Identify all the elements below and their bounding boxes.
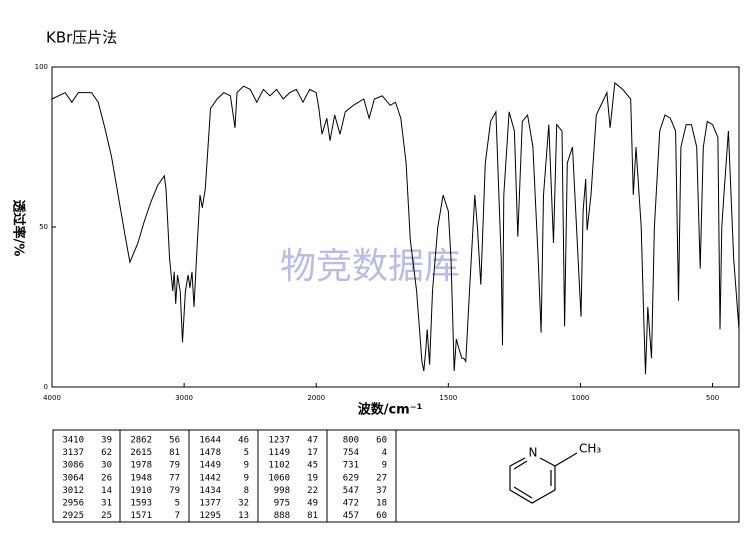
peak-wavenumber: 1060 — [268, 473, 290, 483]
peak-transmittance: 17 — [307, 448, 318, 458]
peak-wavenumber: 3137 — [62, 448, 84, 458]
peak-wavenumber: 754 — [343, 448, 359, 458]
peak-wavenumber: 888 — [274, 511, 290, 521]
x-tick-label: 500 — [706, 394, 719, 402]
peak-wavenumber: 1644 — [199, 436, 221, 446]
peak-transmittance: 27 — [376, 473, 387, 483]
peak-transmittance: 9 — [244, 473, 249, 483]
peak-transmittance: 32 — [238, 499, 249, 509]
peak-transmittance: 39 — [101, 436, 112, 446]
peak-transmittance: 9 — [382, 461, 387, 471]
y-axis-label: 透过率/% — [11, 200, 27, 257]
spectrum-line — [51, 82, 740, 375]
watermark: 物竞数据库 — [280, 246, 460, 287]
peak-wavenumber: 3064 — [62, 473, 84, 483]
chart-title: KBr压片法 — [46, 29, 117, 47]
peak-transmittance: 7 — [175, 511, 180, 521]
atom-label: N — [529, 446, 538, 460]
atom-label: CH₃ — [579, 442, 601, 456]
peak-wavenumber: 1478 — [199, 448, 221, 458]
peak-wavenumber: 998 — [274, 486, 290, 496]
peak-transmittance: 25 — [101, 511, 112, 521]
peak-transmittance: 19 — [307, 473, 318, 483]
peak-transmittance: 79 — [169, 486, 180, 496]
x-tick-label: 3000 — [175, 394, 193, 402]
peak-transmittance: 77 — [169, 473, 180, 483]
peak-transmittance: 18 — [376, 499, 387, 509]
peak-wavenumber: 1449 — [199, 461, 221, 471]
peak-transmittance: 56 — [169, 436, 180, 446]
peak-wavenumber: 2615 — [130, 448, 152, 458]
y-tick-label: 50 — [39, 223, 48, 231]
peak-wavenumber: 1237 — [268, 436, 290, 446]
peak-wavenumber: 800 — [343, 436, 359, 446]
peak-transmittance: 9 — [244, 461, 249, 471]
y-tick-label: 0 — [44, 383, 48, 391]
peak-transmittance: 4 — [382, 448, 387, 458]
structure — [509, 452, 578, 504]
peak-wavenumber: 2956 — [62, 499, 84, 509]
peak-wavenumber: 1593 — [130, 499, 152, 509]
peak-transmittance: 13 — [238, 511, 249, 521]
peak-transmittance: 47 — [307, 436, 318, 446]
peak-wavenumber: 1149 — [268, 448, 290, 458]
peak-wavenumber: 1571 — [130, 511, 152, 521]
peak-transmittance: 8 — [244, 486, 249, 496]
peak-wavenumber: 1978 — [130, 461, 152, 471]
methyl-bond — [554, 452, 578, 467]
x-axis-label: 波数/cm⁻¹ — [358, 402, 423, 418]
peak-wavenumber: 472 — [343, 499, 359, 509]
peak-transmittance: 45 — [307, 461, 318, 471]
peak-wavenumber: 3410 — [62, 436, 84, 446]
peak-wavenumber: 731 — [343, 461, 359, 471]
peak-wavenumber: 457 — [343, 511, 359, 521]
x-tick-label: 1500 — [439, 394, 457, 402]
peak-wavenumber: 629 — [343, 473, 359, 483]
x-tick-label: 1000 — [572, 394, 590, 402]
peak-transmittance: 31 — [101, 499, 112, 509]
peak-transmittance: 60 — [376, 511, 387, 521]
double-bond — [513, 460, 528, 470]
peak-wavenumber: 3086 — [62, 461, 84, 471]
peak-wavenumber: 1295 — [199, 511, 221, 521]
peak-wavenumber: 2862 — [130, 436, 152, 446]
peak-wavenumber: 1442 — [199, 473, 221, 483]
peak-wavenumber: 1377 — [199, 499, 221, 509]
ring — [509, 457, 556, 504]
peak-wavenumber: 1102 — [268, 461, 290, 471]
peak-transmittance: 81 — [169, 448, 180, 458]
peak-wavenumber: 1434 — [199, 486, 221, 496]
peak-transmittance: 14 — [101, 486, 112, 496]
peak-transmittance: 30 — [101, 461, 112, 471]
peak-transmittance: 49 — [307, 499, 318, 509]
peak-transmittance: 60 — [376, 436, 387, 446]
peak-wavenumber: 547 — [343, 486, 359, 496]
peak-transmittance: 5 — [244, 448, 249, 458]
peak-transmittance: 46 — [238, 436, 249, 446]
y-tick-label: 100 — [35, 63, 48, 71]
peak-transmittance: 22 — [307, 486, 318, 496]
double-bond — [513, 486, 533, 499]
peak-wavenumber: 1948 — [130, 473, 152, 483]
peak-transmittance: 5 — [175, 499, 180, 509]
peak-transmittance: 62 — [101, 448, 112, 458]
x-tick-label: 2000 — [307, 394, 325, 402]
peak-wavenumber: 975 — [274, 499, 290, 509]
plot-frame — [51, 66, 740, 388]
peak-transmittance: 79 — [169, 461, 180, 471]
peak-transmittance: 37 — [376, 486, 387, 496]
peak-transmittance: 26 — [101, 473, 112, 483]
peak-wavenumber: 2925 — [62, 511, 84, 521]
peak-wavenumber: 1910 — [130, 486, 152, 496]
peak-transmittance: 81 — [307, 511, 318, 521]
peak-wavenumber: 3012 — [62, 486, 84, 496]
x-tick-label: 4000 — [43, 394, 61, 402]
